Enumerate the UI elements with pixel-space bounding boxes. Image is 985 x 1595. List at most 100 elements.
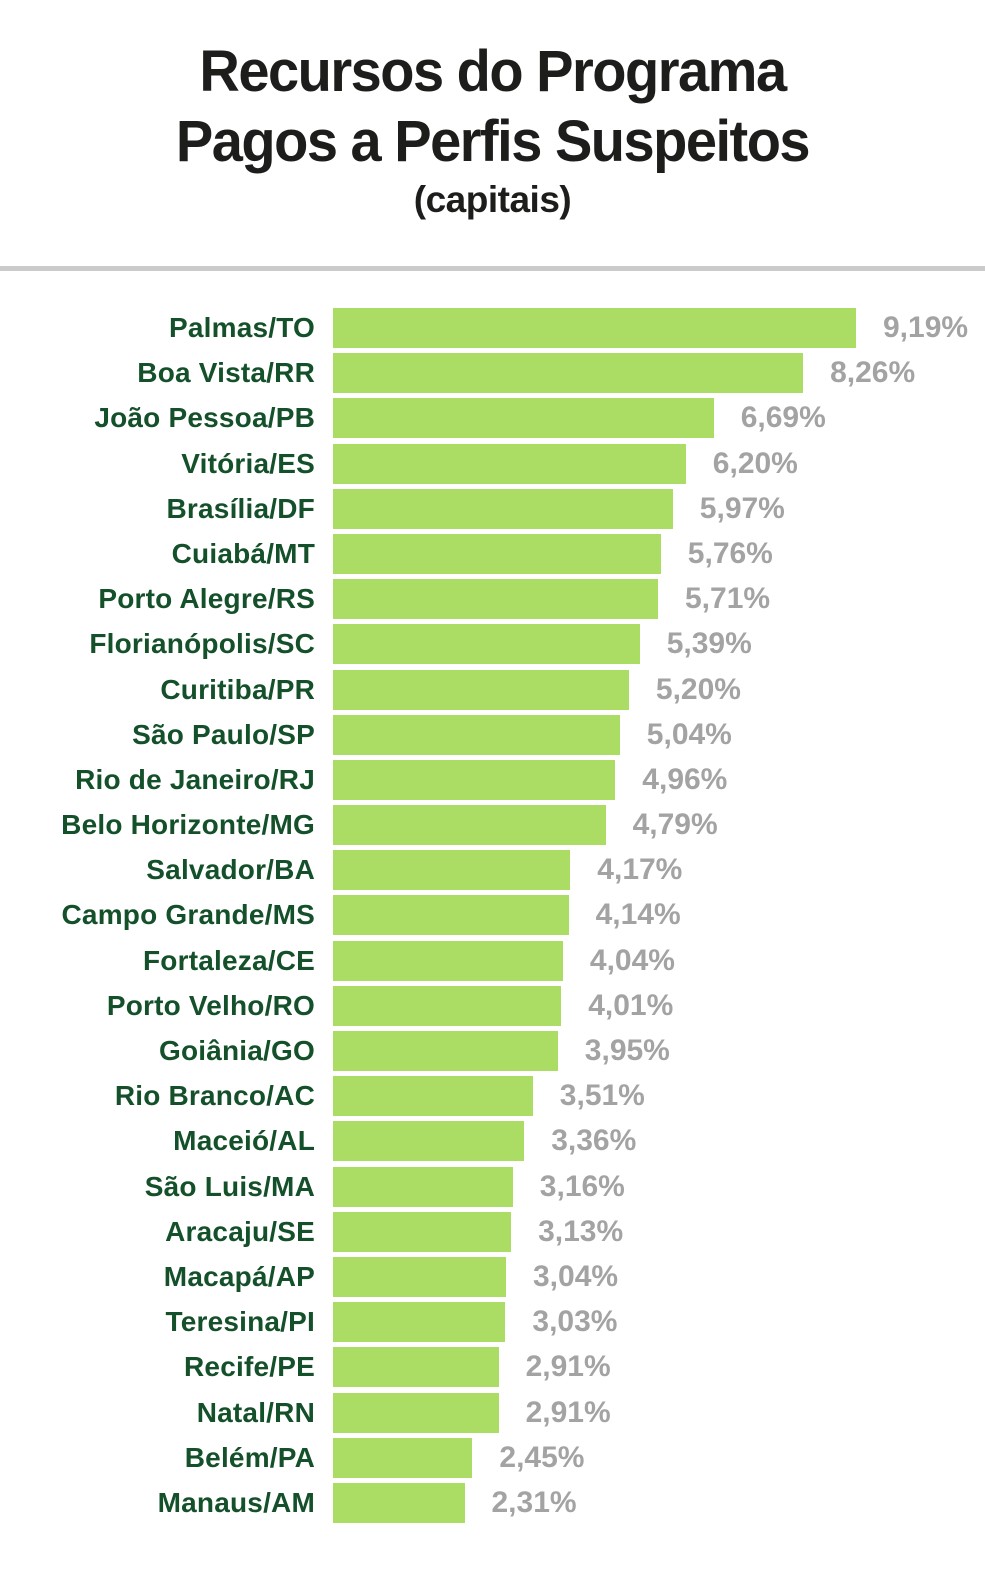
category-label: Rio de Janeiro/RJ [75, 763, 315, 795]
bar-row: Belo Horizonte/MG 4,79% [0, 805, 985, 846]
bar-row: João Pessoa/PB 6,69% [0, 398, 985, 439]
value-label: 3,95% [584, 1034, 670, 1067]
bar [333, 1121, 525, 1162]
value-label: 6,20% [712, 446, 798, 480]
bar [333, 805, 606, 846]
chart-header: Recursos do Programa Pagos a Perfis Susp… [0, 0, 985, 222]
value-label: 9,19% [883, 311, 969, 344]
header-divider [0, 266, 985, 271]
value-label: 6,69% [740, 401, 826, 435]
bar-row: Fortaleza/CE 4,04% [0, 940, 985, 981]
value-label: 5,97% [699, 491, 785, 525]
value-label: 4,04% [589, 943, 675, 977]
bar-row: Brasília/DF 5,97% [0, 488, 985, 529]
value-label: 3,51% [559, 1079, 645, 1113]
bar [333, 398, 714, 439]
bar [333, 1076, 533, 1117]
bar-chart: Palmas/TO 9,19% Boa Vista/RR 8,26% João Pess… [0, 308, 985, 1523]
bar [333, 579, 658, 620]
category-label: Recife/PE [184, 1351, 315, 1383]
category-label: Fortaleza/CE [143, 944, 315, 976]
bar [333, 488, 673, 529]
value-label: 4,01% [588, 988, 674, 1022]
value-label: 3,16% [539, 1169, 625, 1203]
value-label: 5,04% [646, 717, 732, 751]
category-label: Porto Velho/RO [106, 989, 315, 1021]
value-label: 4,14% [595, 898, 681, 932]
category-label: São Paulo/SP [132, 718, 315, 750]
value-label: 5,76% [687, 536, 773, 570]
bar-row: Teresina/PI 3,03% [0, 1302, 985, 1343]
bar-row: Palmas/TO 9,19% [0, 308, 985, 348]
category-label: Curitiba/PR [160, 673, 315, 705]
bar-row: Recife/PE 2,91% [0, 1347, 985, 1388]
bar [333, 1302, 506, 1343]
bar [333, 353, 804, 394]
bar [333, 1482, 465, 1523]
category-label: Vitória/ES [181, 447, 315, 479]
value-label: 2,91% [525, 1350, 611, 1384]
bar [333, 1031, 558, 1071]
category-label: Salvador/BA [146, 854, 315, 886]
category-label: São Luis/MA [144, 1170, 315, 1202]
category-label: Cuiabá/MT [171, 537, 315, 569]
bar-row: Porto Velho/RO 4,01% [0, 985, 985, 1026]
bar-row: Salvador/BA 4,17% [0, 850, 985, 891]
bar-row: Natal/RN 2,91% [0, 1392, 985, 1433]
bar [333, 940, 563, 981]
category-label: Aracaju/SE [165, 1215, 315, 1247]
category-label: Brasília/DF [166, 492, 315, 524]
value-label: 3,36% [551, 1124, 637, 1158]
bar [333, 1211, 512, 1252]
value-label: 2,45% [499, 1440, 585, 1474]
value-label: 5,20% [655, 672, 741, 706]
category-label: Florianópolis/SC [89, 628, 315, 660]
bar-row: Campo Grande/MS 4,14% [0, 895, 985, 936]
bar [333, 624, 640, 665]
category-label: Campo Grande/MS [61, 899, 315, 931]
bar [333, 443, 686, 484]
category-label: Belém/PA [184, 1441, 315, 1473]
bar [333, 1256, 506, 1297]
category-label: Teresina/PI [165, 1306, 315, 1338]
category-label: Rio Branco/AC [114, 1080, 315, 1112]
bar-row: Aracaju/SE 3,13% [0, 1211, 985, 1252]
bar [333, 985, 562, 1026]
value-label: 4,96% [642, 762, 728, 796]
bar-row: Rio Branco/AC 3,51% [0, 1076, 985, 1117]
category-label: Macapá/AP [163, 1260, 315, 1292]
bar-row: Maceió/AL 3,36% [0, 1121, 985, 1162]
bar [333, 1392, 499, 1433]
value-label: 3,03% [532, 1305, 618, 1339]
bar-row: Curitiba/PR 5,20% [0, 669, 985, 710]
category-label: Boa Vista/RR [137, 357, 315, 389]
value-label: 2,31% [491, 1485, 577, 1519]
chart-subtitle: (capitais) [413, 179, 572, 220]
bar [333, 759, 616, 800]
value-label: 5,39% [666, 627, 752, 661]
bar [333, 850, 571, 891]
chart-title-line2: Pagos a Perfis Suspeitos [175, 107, 811, 174]
value-label: 4,17% [597, 853, 683, 887]
bar-row: Boa Vista/RR 8,26% [0, 353, 985, 394]
category-label: Goiânia/GO [158, 1035, 315, 1066]
bar-row: Goiânia/GO 3,95% [0, 1031, 985, 1071]
category-label: Maceió/AL [173, 1125, 315, 1157]
bar [333, 1166, 513, 1207]
category-label: Palmas/TO [168, 312, 315, 343]
category-label: Porto Alegre/RS [98, 583, 315, 615]
value-label: 8,26% [830, 356, 916, 390]
bar [333, 1437, 473, 1478]
bar [333, 669, 629, 710]
bar-row: Belém/PA 2,45% [0, 1437, 985, 1478]
category-label: Manaus/AM [157, 1486, 315, 1518]
bar-row: São Luis/MA 3,16% [0, 1166, 985, 1207]
value-label: 3,04% [533, 1259, 619, 1293]
bar [333, 308, 856, 348]
bar [333, 1347, 499, 1388]
value-label: 2,91% [525, 1395, 611, 1429]
bar [333, 714, 620, 755]
category-label: João Pessoa/PB [94, 402, 315, 434]
bar-row: Cuiabá/MT 5,76% [0, 533, 985, 574]
bar-row: Rio de Janeiro/RJ 4,96% [0, 759, 985, 800]
